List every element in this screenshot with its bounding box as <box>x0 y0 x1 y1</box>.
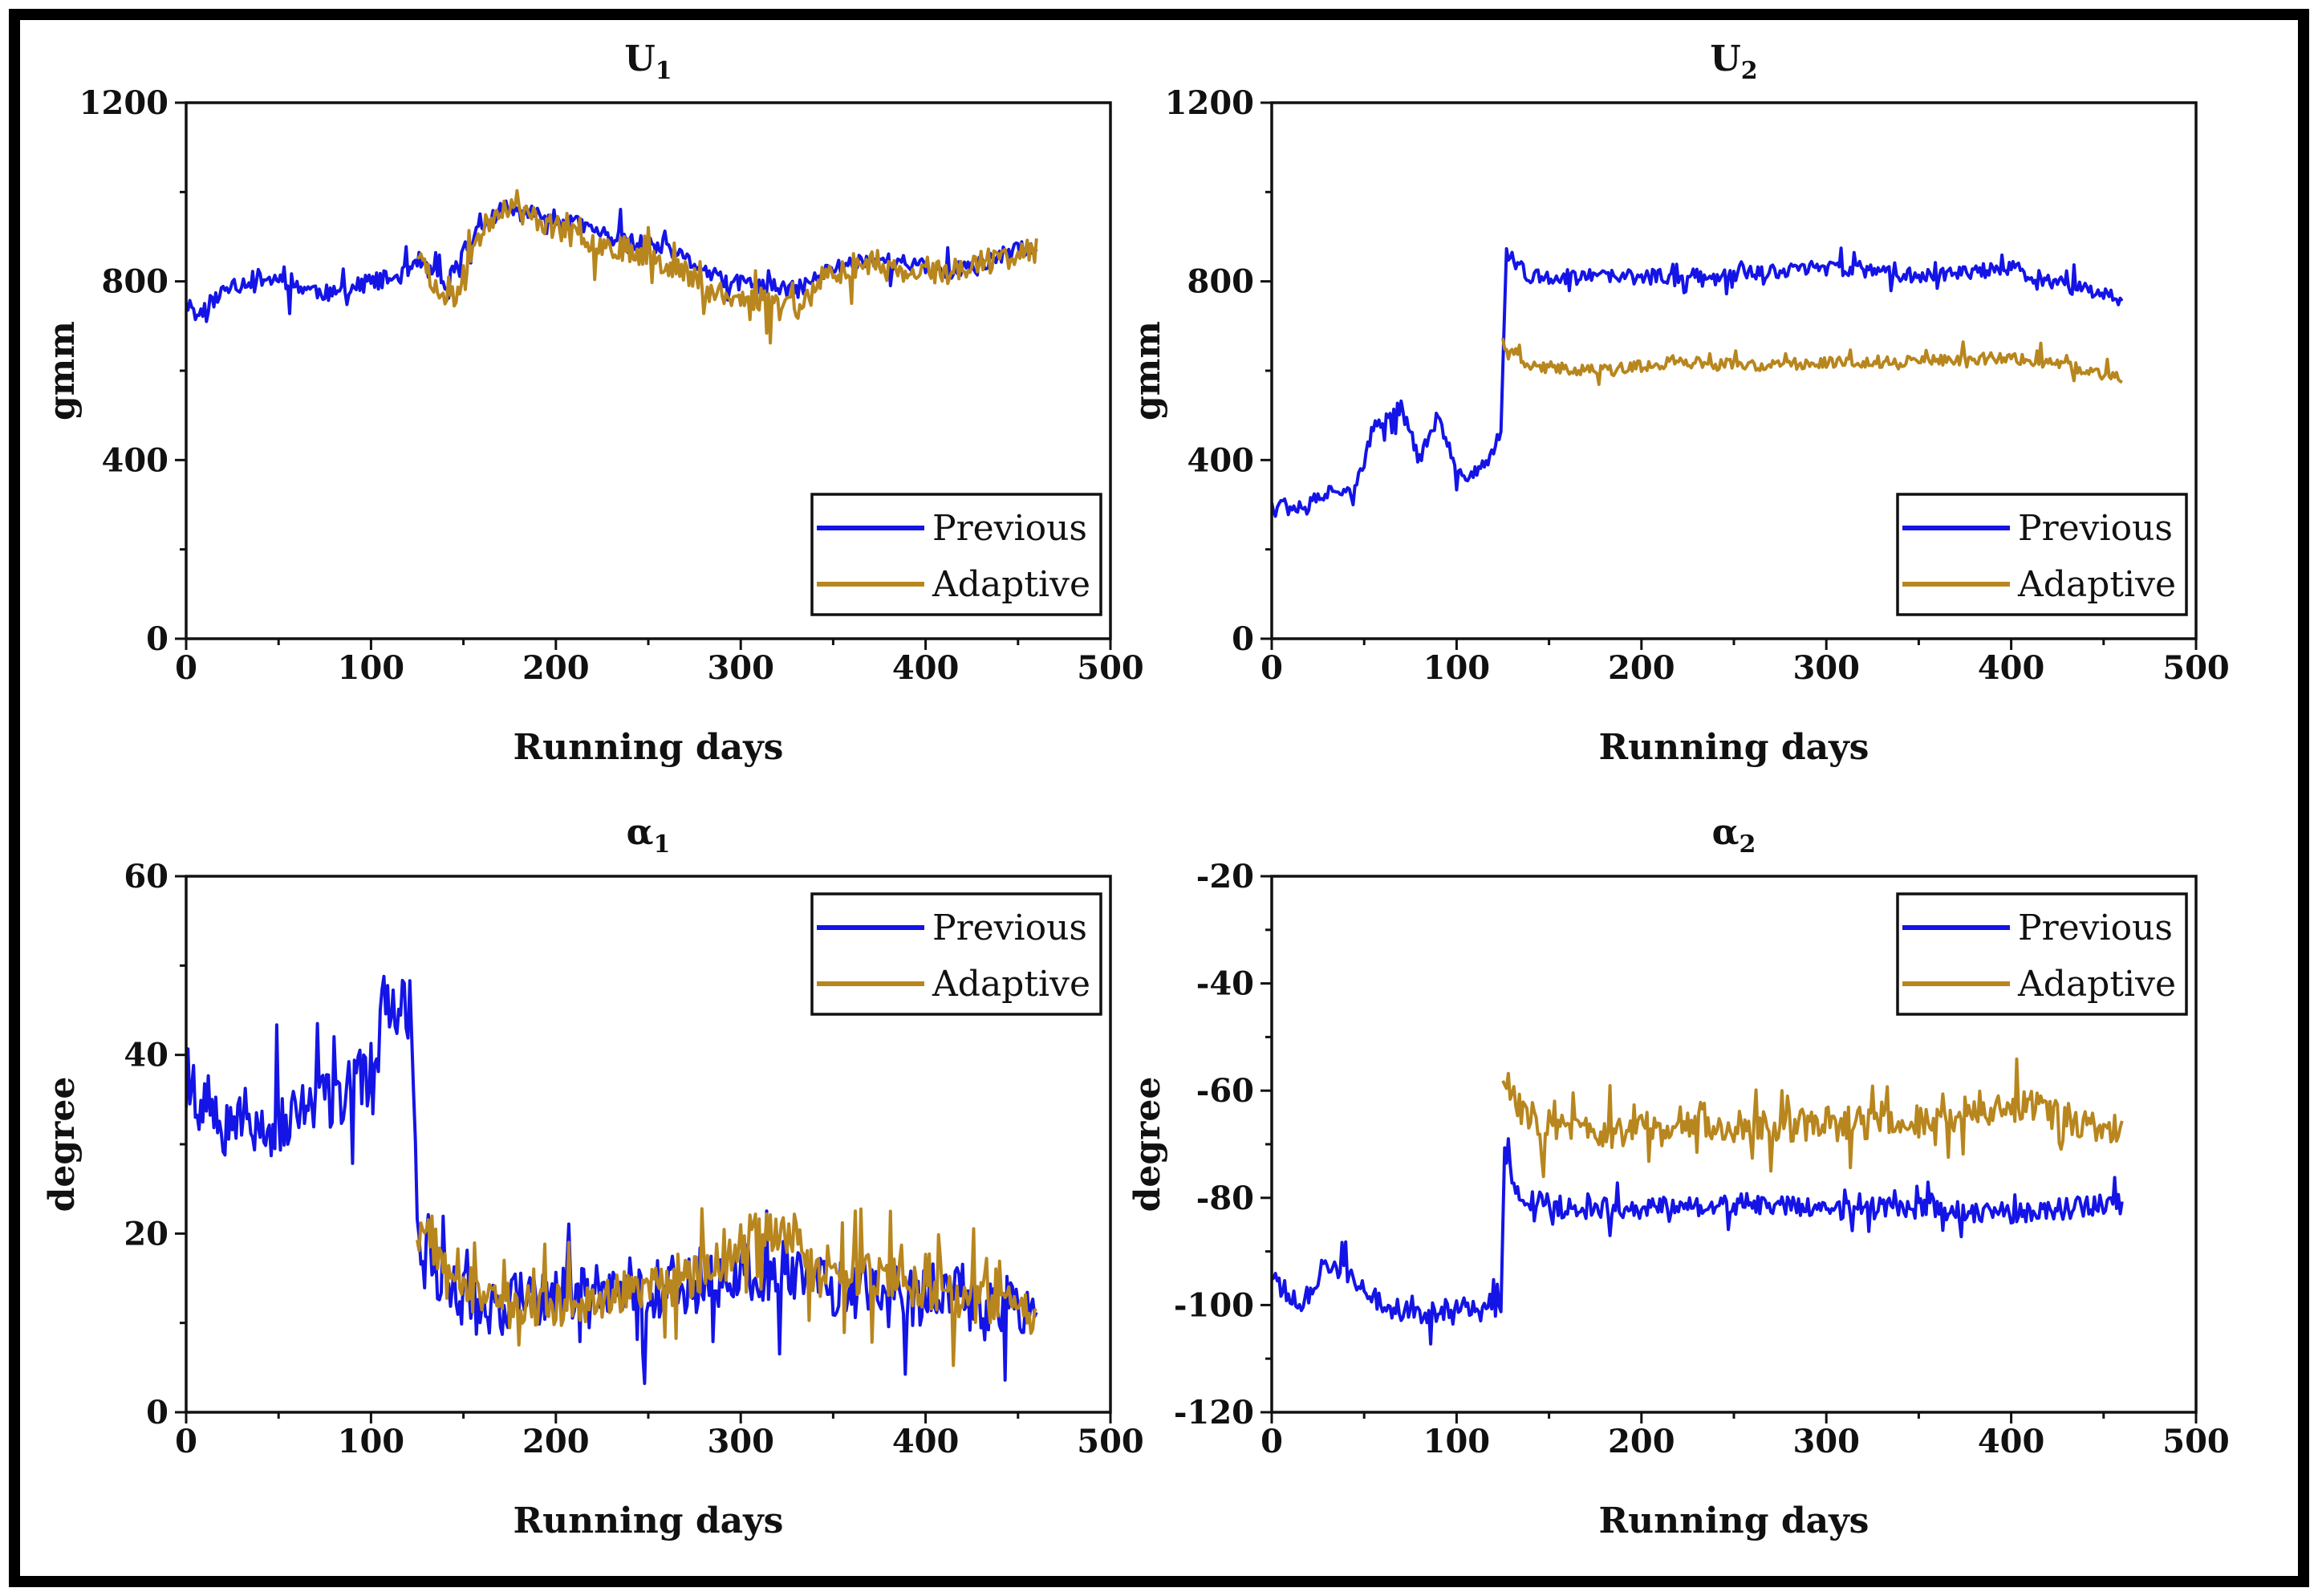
x-tick-label: 100 <box>1423 1423 1491 1460</box>
x-tick-label: 0 <box>175 649 197 687</box>
y-axis-title: gmm <box>42 321 83 420</box>
x-axis-title: Running days <box>1599 727 1869 768</box>
x-tick-label: 200 <box>1608 649 1675 687</box>
figure-border <box>9 9 2309 1587</box>
legend: Previous Adaptive <box>810 892 1102 1016</box>
panel-title-subscript: 1 <box>653 830 670 859</box>
series-group <box>186 189 1038 345</box>
legend-label-adaptive: Adaptive <box>932 964 1090 1005</box>
y-tick-label: 40 <box>124 1037 168 1074</box>
panel-title: α1 <box>627 812 671 859</box>
x-tick-label: 200 <box>522 649 590 687</box>
series-group <box>1272 246 2124 518</box>
y-tick-label: 800 <box>1187 263 1255 301</box>
legend-label-adaptive: Adaptive <box>2017 564 2176 605</box>
panel-title-main: U <box>624 39 655 79</box>
panel-title-main: U <box>1710 39 1740 79</box>
x-axis-title: Running days <box>1599 1501 1869 1541</box>
x-tick-label: 100 <box>1423 649 1491 687</box>
y-tick-label: 0 <box>1232 620 1254 658</box>
panel-title-main: α <box>627 812 654 853</box>
panel-title-main: α <box>1712 812 1740 853</box>
x-tick-label: 400 <box>892 1423 960 1460</box>
x-tick-label: 300 <box>707 1423 774 1460</box>
y-axis-title: gmm <box>1127 321 1168 420</box>
panel-u1: 0 100 200 300 400 500 0 400 800 1200 Running days g… <box>42 39 1144 768</box>
x-tick-label: 0 <box>1260 649 1283 687</box>
y-tick-label: 60 <box>124 858 168 895</box>
x-tick-label: 400 <box>892 649 960 687</box>
series-line-adaptive <box>1501 1057 2124 1179</box>
legend: Previous Adaptive <box>1896 493 2188 616</box>
y-axis-title: degree <box>42 1077 83 1212</box>
x-axis-title: Running days <box>514 1501 784 1541</box>
legend-label-previous: Previous <box>2018 908 2173 948</box>
x-axis-title: Running days <box>514 727 784 768</box>
legend: Previous Adaptive <box>810 493 1102 616</box>
y-tick-label: 1200 <box>1165 84 1254 122</box>
y-tick-label: -40 <box>1196 965 1254 1003</box>
panel-title-subscript: 2 <box>1741 57 1758 85</box>
x-tick-label: 200 <box>522 1423 590 1460</box>
x-tick-label: 500 <box>2162 1423 2230 1460</box>
x-tick-label: 100 <box>338 1423 405 1460</box>
series-line-previous <box>1272 1137 2124 1346</box>
x-tick-label: 400 <box>1978 649 2045 687</box>
panel-title-subscript: 2 <box>1739 830 1756 859</box>
series-line-previous <box>1272 246 2124 518</box>
legend-box <box>810 493 1102 616</box>
legend-box <box>810 892 1102 1016</box>
series-group <box>1272 1057 2124 1346</box>
legend-label-adaptive: Adaptive <box>2017 964 2176 1005</box>
panel-alpha2: 0 100 200 300 400 500 -120 -100 -80 -60 -40 -20 Runn… <box>1127 812 2230 1541</box>
legend-label-previous: Previous <box>932 508 1087 549</box>
y-tick-label: 400 <box>102 441 169 479</box>
x-tick-label: 0 <box>175 1423 197 1460</box>
y-tick-label: 1200 <box>79 84 168 122</box>
panel-title-subscript: 1 <box>656 57 672 85</box>
panel-title: α2 <box>1712 812 1756 859</box>
series-group <box>186 974 1038 1386</box>
y-tick-label: 20 <box>124 1215 168 1253</box>
x-tick-label: 300 <box>1792 649 1860 687</box>
legend-label-adaptive: Adaptive <box>932 564 1090 605</box>
y-tick-label: -80 <box>1196 1180 1254 1217</box>
x-tick-label: 200 <box>1608 1423 1675 1460</box>
y-tick-label: 0 <box>146 1394 168 1432</box>
series-line-adaptive <box>416 189 1038 345</box>
x-tick-label: 500 <box>1077 649 1144 687</box>
y-tick-label: -100 <box>1174 1286 1254 1324</box>
y-tick-label: -60 <box>1196 1072 1254 1110</box>
y-tick-label: 800 <box>102 263 169 301</box>
legend-box <box>1896 892 2188 1016</box>
panel-title: U1 <box>624 39 672 85</box>
y-axis-title: degree <box>1127 1077 1168 1212</box>
series-line-adaptive <box>416 1207 1037 1367</box>
panel-u2: 0 100 200 300 400 500 0 400 800 1200 Running days g… <box>1127 39 2230 768</box>
x-tick-label: 400 <box>1978 1423 2045 1460</box>
legend-label-previous: Previous <box>2018 508 2173 549</box>
y-tick-label: -120 <box>1174 1394 1254 1432</box>
y-tick-label: -20 <box>1196 858 1254 895</box>
legend-box <box>1896 493 2188 616</box>
x-tick-label: 0 <box>1260 1423 1283 1460</box>
x-tick-label: 500 <box>1077 1423 1144 1460</box>
x-tick-label: 300 <box>1792 1423 1860 1460</box>
y-tick-label: 0 <box>146 620 168 658</box>
panel-alpha1: 0 100 200 300 400 500 0 20 40 60 Running days degre… <box>42 812 1144 1541</box>
x-tick-label: 500 <box>2162 649 2230 687</box>
legend: Previous Adaptive <box>1896 892 2188 1016</box>
x-tick-label: 300 <box>707 649 774 687</box>
panel-title: U2 <box>1710 39 1757 85</box>
series-line-adaptive <box>1501 338 2123 386</box>
x-tick-label: 100 <box>338 649 405 687</box>
legend-label-previous: Previous <box>932 908 1087 948</box>
y-tick-label: 400 <box>1187 441 1255 479</box>
